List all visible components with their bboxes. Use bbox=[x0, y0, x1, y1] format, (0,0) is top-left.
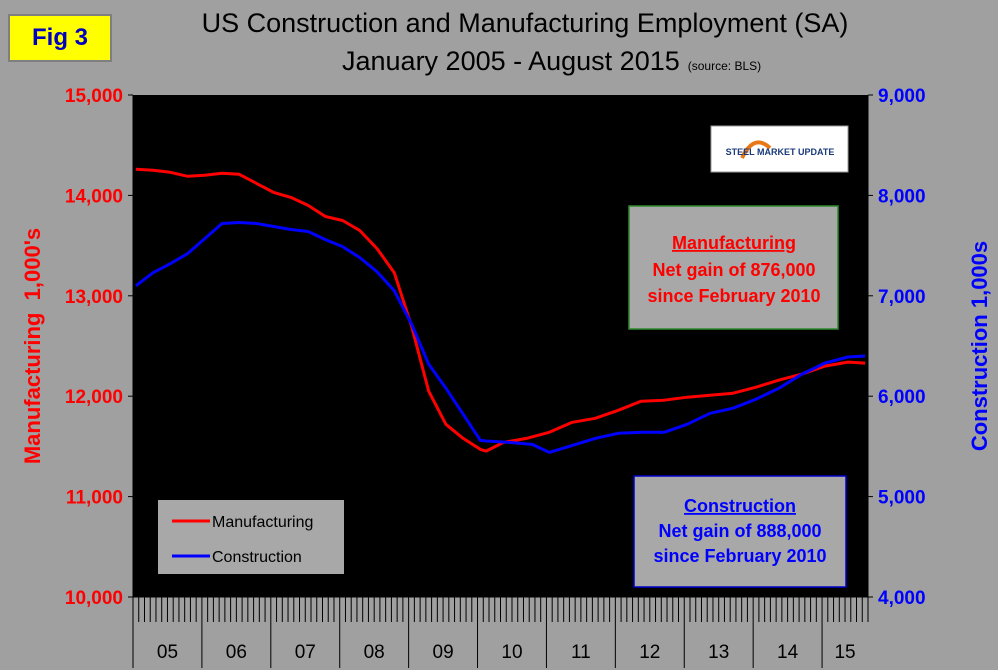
manufacturing-annotation: Manufacturing Net gain of 876,000 since … bbox=[628, 205, 839, 330]
chart-title: US Construction and Manufacturing Employ… bbox=[201, 8, 849, 38]
x-tick-label: 06 bbox=[226, 642, 247, 663]
legend-label-construction: Construction bbox=[212, 549, 302, 566]
steel-market-update-logo: STEEL MARKET UPDATE bbox=[710, 125, 849, 173]
x-tick-label: 12 bbox=[639, 642, 660, 663]
y-right-tick-label: 5,000 bbox=[878, 488, 926, 509]
manufacturing-annotation-title: Manufacturing bbox=[672, 233, 796, 253]
y-left-tick-label: 11,000 bbox=[66, 488, 123, 509]
manufacturing-annotation-line1: Net gain of 876,000 bbox=[652, 260, 815, 280]
chart-source: (source: BLS) bbox=[687, 59, 762, 73]
x-tick-label: 09 bbox=[433, 642, 454, 663]
x-tick-label: 11 bbox=[571, 642, 591, 663]
x-tick-label: 08 bbox=[364, 642, 385, 663]
y-right-tick-label: 9,000 bbox=[878, 86, 926, 107]
logo-text: STEEL MARKET UPDATE bbox=[726, 147, 835, 157]
x-tick-label: 05 bbox=[157, 642, 178, 663]
x-tick-label: 14 bbox=[777, 642, 799, 663]
series-line-construction bbox=[134, 221, 866, 454]
y-right-tick-label: 8,000 bbox=[878, 186, 926, 207]
y-right-tick-label: 7,000 bbox=[878, 287, 926, 308]
x-tick-label: 10 bbox=[501, 642, 522, 663]
series-line-manufacturing bbox=[135, 167, 866, 453]
y-left-tick-label: 14,000 bbox=[65, 186, 123, 207]
x-tick-label: 07 bbox=[295, 642, 316, 663]
chart-subtitle: January 2005 - August 2015 (source: BLS) bbox=[342, 46, 761, 77]
y-axis-right-label: Construction 1,000s bbox=[967, 241, 992, 451]
construction-annotation-line2: since February 2010 bbox=[653, 546, 826, 566]
construction-annotation-title: Construction bbox=[684, 496, 796, 516]
legend-label-manufacturing: Manufacturing bbox=[212, 514, 313, 531]
y-left-tick-label: 10,000 bbox=[65, 588, 123, 609]
legend: Manufacturing Construction bbox=[158, 500, 344, 574]
figure-label: Fig 3 bbox=[8, 14, 112, 62]
construction-annotation: Construction Net gain of 888,000 since F… bbox=[633, 475, 847, 588]
y-axis-left-label: Manufacturing 1,000's bbox=[20, 228, 45, 464]
y-left-tick-label: 12,000 bbox=[65, 387, 123, 408]
y-left-tick-label: 13,000 bbox=[65, 287, 123, 308]
y-left-tick-label: 15,000 bbox=[65, 86, 123, 107]
construction-annotation-line1: Net gain of 888,000 bbox=[658, 521, 821, 541]
x-tick-label: 15 bbox=[834, 642, 855, 663]
y-right-tick-label: 6,000 bbox=[878, 387, 926, 408]
chart-date-range: January 2005 - August 2015 bbox=[342, 46, 680, 76]
x-tick-label: 13 bbox=[708, 642, 729, 663]
manufacturing-annotation-line2: since February 2010 bbox=[647, 286, 820, 306]
y-right-tick-label: 4,000 bbox=[878, 588, 926, 609]
